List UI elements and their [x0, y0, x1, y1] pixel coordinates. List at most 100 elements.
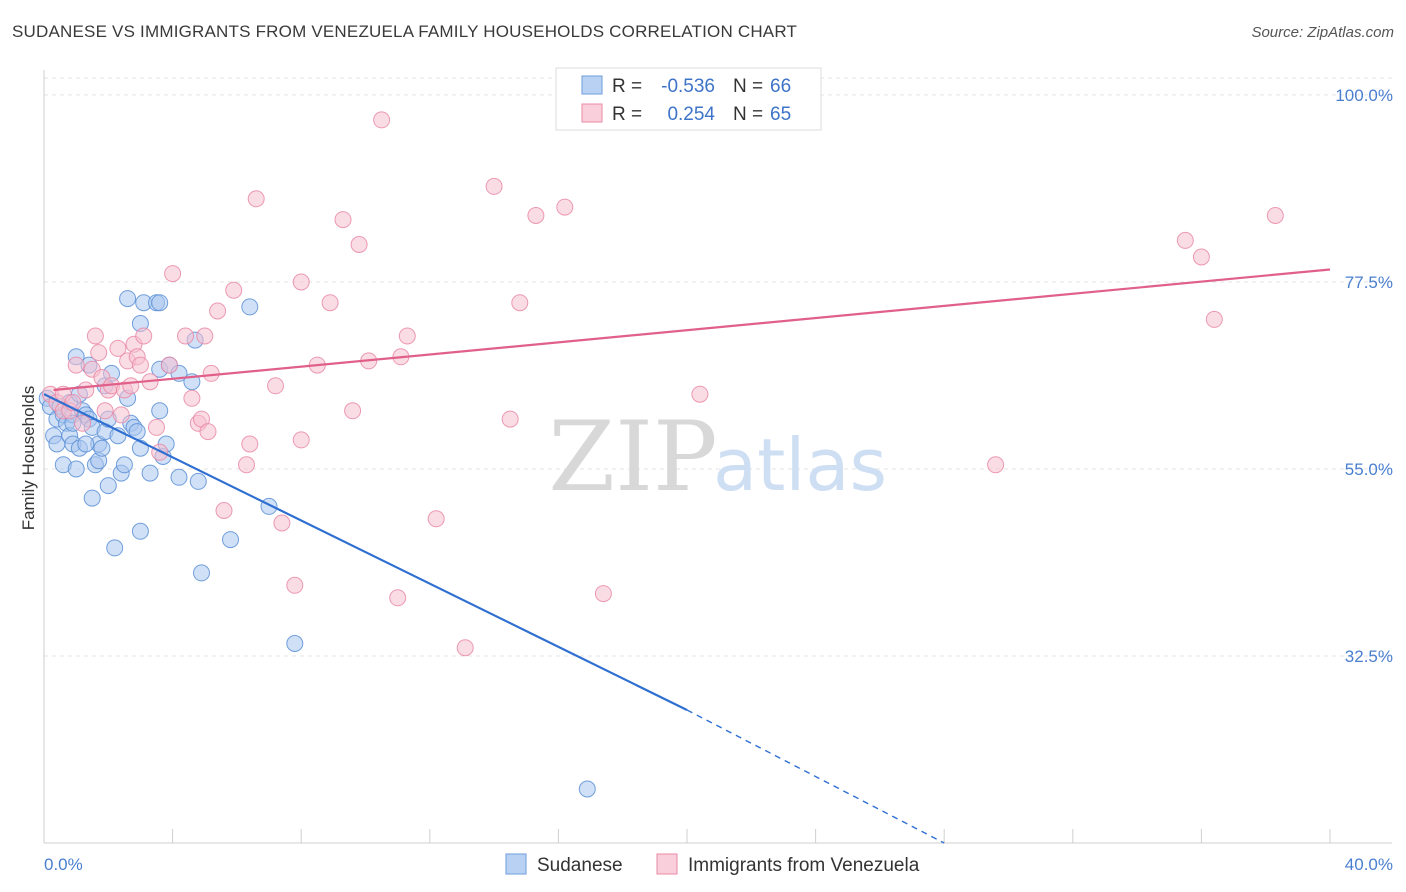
watermark-atlas: atlas — [713, 423, 887, 507]
point-venezuela — [77, 381, 95, 399]
point-venezuela — [151, 443, 169, 461]
x-tick-label-max: 40.0% — [1345, 855, 1393, 874]
point-venezuela — [398, 327, 416, 345]
point-sudanese — [67, 460, 85, 478]
series-legend: Sudanese Immigrants from Venezuela — [505, 853, 920, 876]
bottom-swatch-venezuela — [656, 853, 678, 875]
trend-line-sudanese — [43, 393, 688, 711]
legend-n-label-2: N = — [733, 104, 763, 125]
trend-lines — [43, 268, 1331, 844]
source-label: Source: ZipAtlas.com — [1251, 24, 1394, 41]
watermark: ZIP atlas — [548, 401, 887, 513]
point-sudanese — [93, 439, 111, 457]
legend-n-value-2: 65 — [770, 104, 791, 125]
chart-title: SUDANESE VS IMMIGRANTS FROM VENEZUELA FA… — [12, 22, 798, 41]
point-sudanese — [222, 531, 239, 549]
point-sudanese — [99, 477, 117, 495]
point-sudanese — [119, 290, 137, 308]
point-sudanese — [151, 294, 169, 312]
point-sudanese — [578, 780, 596, 798]
point-venezuela — [456, 639, 474, 657]
point-venezuela — [131, 356, 149, 374]
point-venezuela — [292, 431, 310, 449]
point-venezuela — [112, 406, 130, 424]
y-tick-label: 77.5% — [1345, 273, 1393, 292]
point-sudanese — [189, 472, 207, 490]
point-venezuela — [292, 273, 310, 291]
point-sudanese — [193, 564, 210, 582]
point-sudanese — [131, 522, 149, 540]
point-venezuela — [987, 456, 1005, 474]
point-venezuela — [485, 177, 503, 195]
tick-labels: 32.5% 55.0% 77.5% 100.0% 0.0% 40.0% — [44, 86, 1393, 874]
y-tick-label: 32.5% — [1345, 647, 1393, 666]
point-venezuela — [209, 302, 227, 320]
point-venezuela — [1266, 207, 1284, 224]
legend-r-value-2: 0.254 — [667, 104, 715, 125]
point-sudanese — [141, 464, 159, 482]
point-venezuela — [177, 327, 194, 345]
point-venezuela — [286, 576, 304, 594]
point-sudanese — [151, 402, 169, 420]
point-venezuela — [527, 207, 545, 224]
legend-r-label-1: R = — [612, 76, 642, 97]
point-sudanese — [286, 635, 304, 652]
point-venezuela — [373, 111, 391, 129]
bottom-legend-sudanese: Sudanese — [537, 855, 623, 876]
point-venezuela — [67, 356, 85, 374]
bottom-swatch-sudanese — [505, 853, 527, 875]
point-venezuela — [594, 585, 612, 603]
point-venezuela — [247, 190, 265, 208]
point-venezuela — [273, 514, 291, 532]
legend-n-value-1: 66 — [770, 76, 791, 97]
point-venezuela — [164, 265, 182, 283]
point-venezuela — [511, 294, 529, 312]
x-tick-label-min: 0.0% — [44, 855, 83, 874]
legend-n-label-1: N = — [733, 76, 763, 97]
point-venezuela — [334, 211, 352, 229]
point-venezuela — [183, 389, 201, 407]
point-sudanese — [170, 468, 188, 486]
point-sudanese — [115, 456, 133, 474]
point-venezuela — [238, 456, 255, 474]
trend-line-sudanese-extension — [686, 709, 945, 844]
point-venezuela — [1192, 248, 1210, 266]
y-tick-label: 55.0% — [1345, 460, 1393, 479]
point-venezuela — [691, 385, 709, 403]
legend-r-label-2: R = — [612, 104, 642, 125]
point-venezuela — [501, 410, 519, 428]
axes — [43, 70, 1392, 844]
bottom-legend-venezuela: Immigrants from Venezuela — [688, 855, 920, 876]
y-tick-label: 100.0% — [1335, 86, 1393, 105]
point-venezuela — [135, 327, 153, 345]
point-venezuela — [86, 327, 104, 345]
point-venezuela — [350, 236, 368, 253]
point-sudanese — [106, 539, 124, 557]
point-venezuela — [1205, 310, 1223, 328]
point-sudanese — [77, 435, 95, 453]
point-venezuela — [427, 510, 445, 528]
point-venezuela — [196, 327, 214, 345]
point-venezuela — [389, 589, 407, 607]
point-venezuela — [225, 281, 243, 299]
point-venezuela — [1176, 231, 1194, 249]
point-venezuela — [148, 418, 165, 436]
point-venezuela — [90, 344, 108, 362]
watermark-zip: ZIP — [548, 401, 717, 513]
grid-lines — [44, 77, 1392, 657]
point-venezuela — [96, 402, 114, 420]
legend-swatch-venezuela — [581, 103, 603, 123]
point-venezuela — [74, 414, 92, 432]
point-venezuela — [321, 294, 339, 312]
point-venezuela — [556, 198, 574, 216]
legend-r-value-1: -0.536 — [661, 76, 715, 97]
trend-line-venezuela — [53, 268, 1331, 392]
y-axis-label: Family Households — [19, 386, 38, 531]
point-venezuela — [199, 423, 217, 441]
correlation-legend: R = -0.536 N = 66 R = 0.254 N = 65 — [555, 67, 822, 131]
point-venezuela — [344, 402, 362, 420]
point-sudanese — [241, 298, 259, 316]
point-venezuela — [109, 339, 127, 357]
point-venezuela — [202, 364, 220, 382]
